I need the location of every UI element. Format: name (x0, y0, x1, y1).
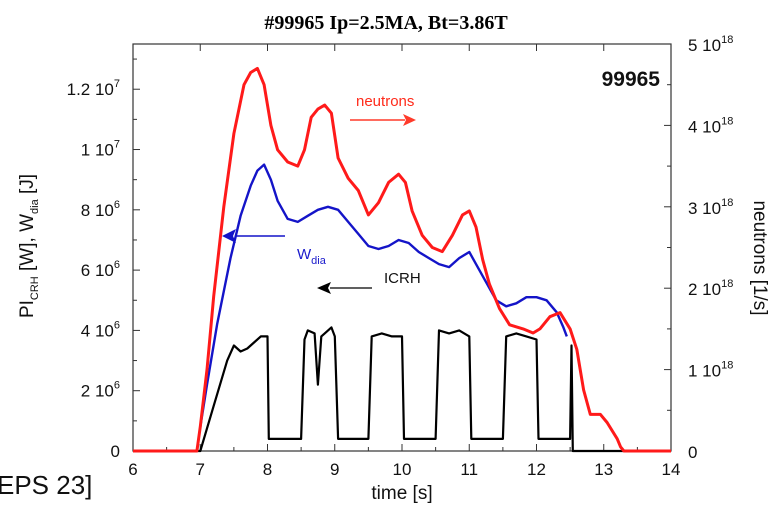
x-tick-label: 12 (527, 460, 546, 479)
corner-citation: EPS 23] (0, 470, 92, 500)
x-tick-label: 10 (393, 460, 412, 479)
arrowhead-left-icon (222, 229, 236, 243)
y-left-tick-label: 8 106 (81, 199, 120, 220)
x-axis-label: time [s] (371, 483, 432, 504)
annotation-wdia-label: Wdia (297, 246, 327, 267)
x-tick-label: 13 (594, 460, 613, 479)
annotation-wdia: Wdia (222, 229, 327, 267)
y-right-tick-label: 2 1018 (688, 278, 733, 299)
chart-title: #99965 Ip=2.5MA, Bt=3.86T (264, 12, 508, 34)
x-tick-label: 9 (330, 460, 339, 479)
y-axis-label-left: PICRH [W], Wdia [J] (17, 174, 41, 318)
series-line-wdia (199, 163, 568, 428)
x-tick-label: 6 (128, 460, 137, 479)
annotation-icrh: ICRH (317, 270, 421, 294)
x-tick-label: 7 (196, 460, 205, 479)
y-left-tick-label: 2 106 (81, 380, 120, 401)
y-right-tick-label: 4 1018 (688, 115, 733, 136)
y-right-tick-label: 0 (688, 443, 697, 462)
shot-label: 99965 (602, 68, 661, 91)
y-left-tick-label: 6 106 (81, 259, 120, 280)
x-tick-label: 14 (662, 460, 681, 479)
axis-ticks: 6 7 8 9 10 11 12 13 14 0 2 106 4 106 6 106 8 106 1 107… (67, 34, 734, 479)
series-layer (133, 66, 671, 453)
y-left-tick-label: 1 107 (81, 139, 120, 160)
series-line-neutrons (133, 66, 671, 453)
y-left-tick-label: 1.2 107 (67, 78, 120, 99)
arrowhead-right-icon (403, 114, 416, 126)
annotation-neutrons: neutrons (350, 93, 416, 126)
y-left-tick-label: 4 106 (81, 319, 120, 340)
annotation-neutrons-label: neutrons (356, 93, 414, 110)
annotation-icrh-label: ICRH (384, 270, 421, 287)
series-line-icrh (133, 326, 671, 453)
y-right-tick-label: 1 1018 (688, 360, 733, 381)
arrowhead-left-icon (317, 282, 331, 294)
y-right-tick-label: 3 1018 (688, 197, 733, 218)
y-right-tick-label: 5 1018 (688, 34, 733, 55)
x-tick-label: 8 (263, 460, 272, 479)
x-tick-label: 11 (460, 460, 478, 479)
y-left-tick-label: 0 (111, 442, 120, 461)
y-axis-label-right: neutrons [1/s] (749, 200, 770, 315)
